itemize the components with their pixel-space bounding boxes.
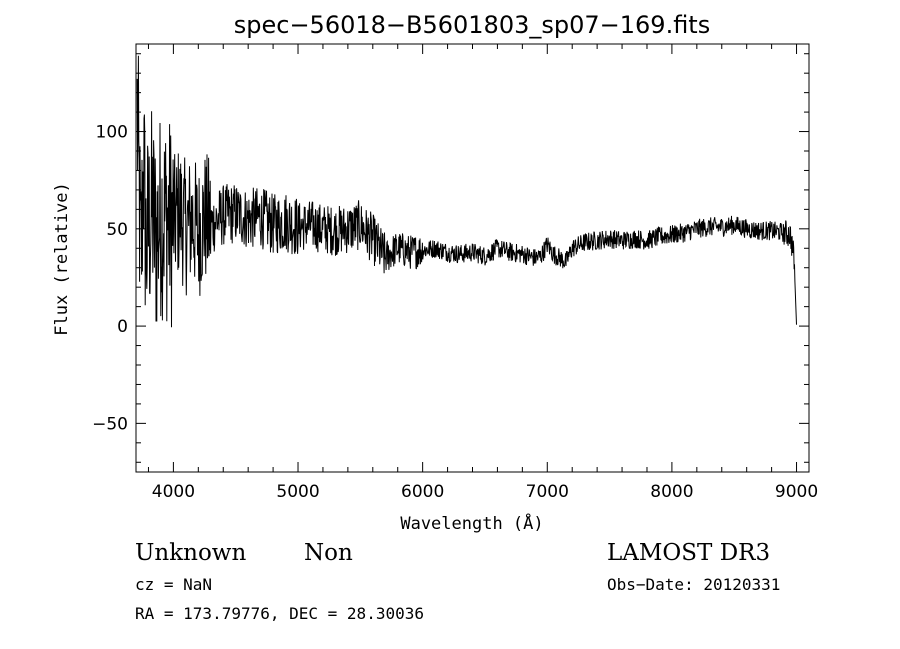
chart-title: spec−56018−B5601803_sp07−169.fits [234, 11, 710, 39]
x-tick-label: 6000 [401, 482, 444, 502]
x-tick-label: 4000 [152, 482, 195, 502]
ra-dec: RA = 173.79776, DEC = 28.30036 [135, 604, 424, 623]
redshift-cz: cz = NaN [135, 575, 212, 594]
obs-date: Obs−Date: 20120331 [607, 575, 780, 594]
y-tick-label: 50 [106, 220, 128, 240]
object-subclass: Non [304, 540, 353, 566]
y-axis-label: Flux (relative) [52, 182, 72, 336]
x-tick-label: 7000 [526, 482, 569, 502]
spectrum-line [136, 55, 797, 328]
plot-frame [135, 43, 810, 473]
x-tick-label: 8000 [650, 482, 693, 502]
y-tick-label: −50 [92, 414, 128, 434]
tick-labels: 4000 5000 6000 7000 8000 9000 −50 0 50 100 [92, 123, 818, 502]
object-class: Unknown [135, 540, 246, 566]
axis-ticks [136, 44, 809, 472]
x-tick-label: 5000 [276, 482, 319, 502]
x-axis-label: Wavelength (Å) [400, 512, 543, 534]
y-tick-label: 0 [117, 317, 128, 337]
plot-border [135, 43, 810, 473]
x-tick-label: 9000 [775, 482, 818, 502]
survey-name: LAMOST DR3 [607, 540, 770, 566]
y-tick-label: 100 [96, 123, 128, 143]
